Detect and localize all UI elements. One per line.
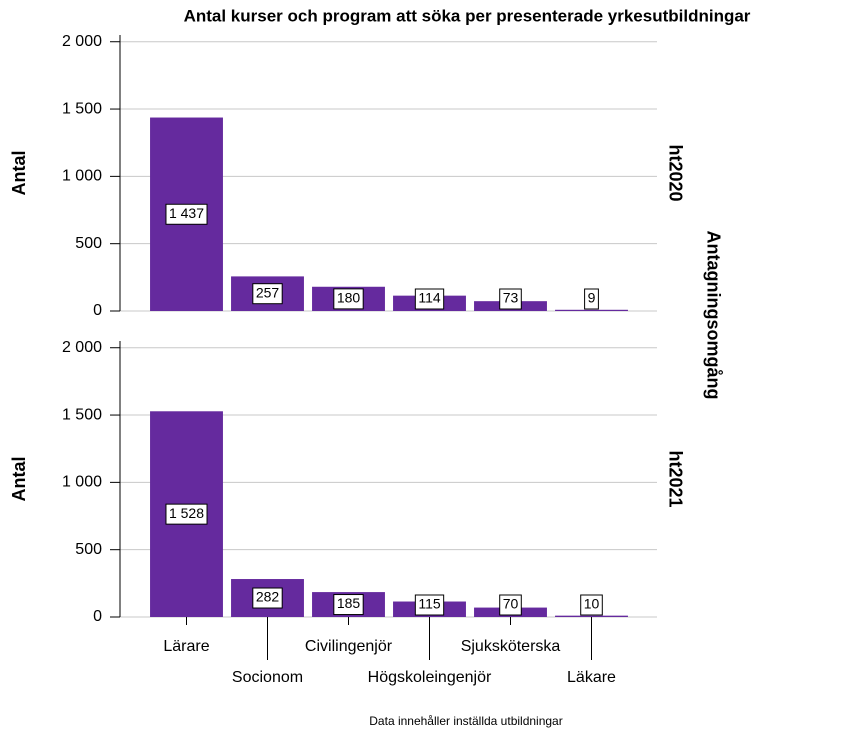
y-tick-label: 1 500: [62, 406, 102, 423]
data-label-box: [333, 288, 364, 310]
y-axis-title: Antal: [9, 457, 29, 502]
y-axis-title: Antal: [9, 151, 29, 196]
y-tick-label: 1 500: [62, 100, 102, 117]
data-label-box: [252, 587, 283, 609]
data-label: 114: [418, 290, 441, 306]
panel-label: ht2020: [665, 144, 685, 201]
x-tick-label: Civilingenjör: [305, 638, 393, 655]
data-label-box: [414, 288, 445, 310]
x-tick-label: Läkare: [567, 669, 616, 686]
x-tick-label: Lärare: [163, 638, 209, 655]
y-tick-label: 500: [75, 235, 102, 252]
y-tick-label: 2 000: [62, 339, 102, 356]
facet-title: Antagningsomgång: [703, 231, 723, 400]
y-tick-label: 0: [93, 302, 102, 319]
data-label: 185: [337, 595, 361, 611]
y-tick-label: 500: [75, 541, 102, 558]
data-label-box: [414, 594, 445, 616]
panel-label: ht2021: [665, 450, 685, 507]
footnote: Data innehåller inställda utbildningar: [369, 714, 562, 728]
data-label: 73: [503, 290, 519, 306]
data-label: 70: [503, 596, 519, 612]
data-label: 1 437: [169, 205, 204, 221]
data-label: 9: [588, 290, 596, 306]
data-label-box: [252, 283, 283, 305]
x-tick-label: Sjuksköterska: [461, 638, 561, 655]
x-tick-label: Högskoleingenjör: [368, 669, 492, 686]
data-label: 1 528: [169, 505, 204, 521]
data-label: 257: [256, 284, 280, 300]
x-tick-label: Socionom: [232, 669, 303, 686]
data-label: 115: [418, 596, 441, 612]
data-label-box: [165, 203, 208, 225]
data-label-box: [584, 288, 599, 310]
data-label-box: [165, 503, 208, 525]
bar: [555, 309, 628, 311]
data-label: 10: [584, 596, 600, 612]
bar: [555, 615, 628, 617]
data-label: 180: [337, 290, 361, 306]
chart-title: Antal kurser och program att söka per pr…: [184, 6, 751, 25]
y-tick-label: 2 000: [62, 33, 102, 50]
data-label-box: [499, 594, 522, 616]
data-label-box: [580, 594, 603, 616]
data-label-box: [333, 594, 364, 616]
y-tick-label: 1 000: [62, 474, 102, 491]
data-label: 282: [256, 589, 280, 605]
y-tick-label: 0: [93, 608, 102, 625]
y-tick-label: 1 000: [62, 168, 102, 185]
data-label-box: [499, 288, 522, 310]
